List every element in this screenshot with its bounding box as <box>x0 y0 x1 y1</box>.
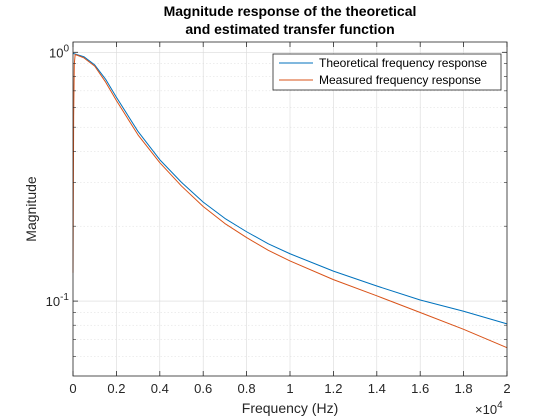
tick-marks <box>72 42 508 376</box>
x-tick-label: 2 <box>503 381 510 396</box>
x-tick-label: 0.6 <box>194 381 212 396</box>
chart-title-line-1: Magnitude response of the theoretical <box>164 3 417 19</box>
x-tick-label: 1.2 <box>324 381 342 396</box>
x-tick-label: 1.4 <box>368 381 386 396</box>
x-axis-label: Frequency (Hz) <box>242 400 338 416</box>
y-tick-label-exp: 0 <box>63 43 69 54</box>
y-tick-label-exp: -1 <box>60 292 69 303</box>
legend-box <box>272 53 502 91</box>
x-tick-labels: 0 0.2 0.4 0.6 0.8 1 1.2 1.4 1.6 1.8 2 <box>69 381 510 396</box>
legend-label-measured: Measured frequency response <box>319 73 481 87</box>
chart-title-line-2: and estimated transfer function <box>185 21 394 37</box>
y-tick-label-base: 10 <box>46 294 60 309</box>
x-tick-label: 1.6 <box>411 381 429 396</box>
x-multiplier-base: ×10 <box>475 402 497 417</box>
plot-area <box>72 41 508 377</box>
x-tick-label: 1 <box>286 381 293 396</box>
series-line-measured <box>72 53 508 349</box>
x-tick-label: 0.4 <box>151 381 169 396</box>
x-tick-label: 0 <box>69 381 76 396</box>
x-tick-label: 0.8 <box>238 381 256 396</box>
legend: Theoretical frequency response Measured … <box>272 53 502 91</box>
y-tick-label: 100 <box>49 43 69 60</box>
x-tick-label: 1.8 <box>455 381 473 396</box>
series-line-theoretical <box>72 52 508 325</box>
y-tick-label-base: 10 <box>49 45 63 60</box>
y-axis-label: Magnitude <box>23 176 39 242</box>
x-tick-label: 0.2 <box>107 381 125 396</box>
series-layer <box>72 52 508 349</box>
y-tick-label: 10-1 <box>46 292 70 309</box>
x-multiplier: ×104 <box>475 400 503 417</box>
x-multiplier-exp: 4 <box>497 400 503 411</box>
legend-label-theoretical: Theoretical frequency response <box>319 56 487 70</box>
